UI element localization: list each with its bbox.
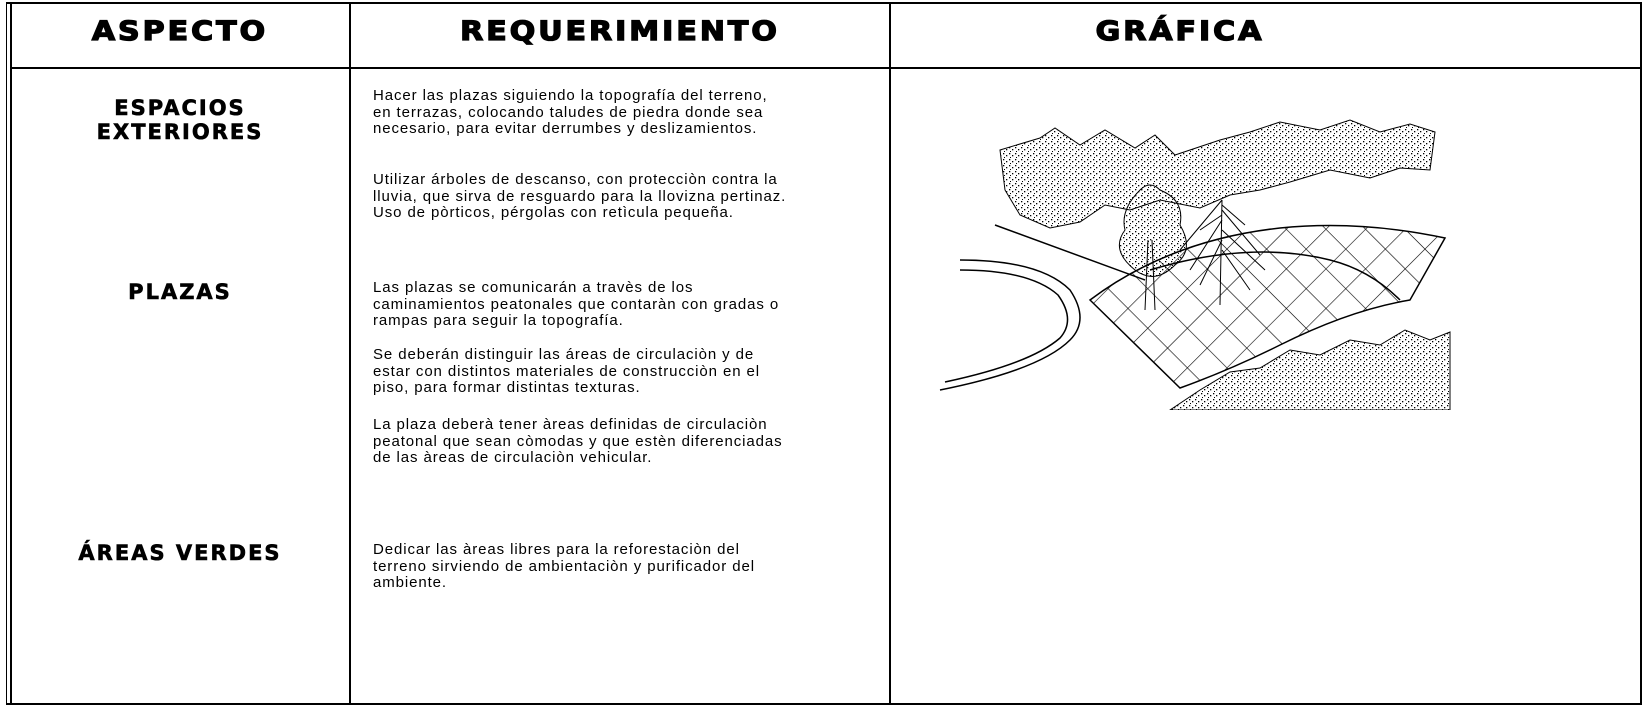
- header-divider: [10, 67, 1642, 69]
- text-line: estar con distintos materiales de constr…: [373, 362, 760, 380]
- text-line: en terrazas, colocando taludes de piedra…: [373, 103, 764, 121]
- text-line: de las àreas de circulaciòn vehicular.: [373, 449, 653, 466]
- border-left: [6, 2, 7, 705]
- requirement-paragraph: Se deberán distinguir las áreas de circu…: [373, 346, 760, 397]
- column-divider: [349, 2, 351, 705]
- text-line: PLAZAS: [128, 280, 232, 305]
- text-line: piso, para formar distintas texturas.: [373, 379, 641, 396]
- border-right: [1640, 2, 1642, 705]
- text-line: peatonal que sean còmodas y que estèn di…: [373, 432, 783, 450]
- text-line: caminamientos peatonales que contaràn co…: [373, 295, 780, 313]
- requirement-paragraph: Dedicar las àreas libres para la refores…: [373, 541, 755, 592]
- header-cell: ASPECTO: [91, 15, 269, 48]
- text-line: Las plazas se comunicarán a travès de lo…: [373, 279, 694, 296]
- aspect-cell: PLAZAS: [10, 280, 350, 305]
- text-line: necesario, para evitar derrumbes y desli…: [373, 120, 758, 137]
- text-line: ambiente.: [373, 574, 447, 591]
- text-line: Se deberán distinguir las áreas de circu…: [373, 346, 755, 363]
- border-top: [6, 2, 1642, 4]
- text-line: rampas para seguir la topografía.: [373, 312, 624, 329]
- text-line: EXTERIORES: [96, 120, 264, 145]
- requirement-paragraph: La plaza deberà tener àreas definidas de…: [373, 416, 783, 467]
- aspect-cell: ÁREAS VERDES: [10, 541, 350, 566]
- border-left: [10, 2, 12, 705]
- text-line: La plaza deberà tener àreas definidas de…: [373, 416, 768, 433]
- text-line: Dedicar las àreas libres para la refores…: [373, 541, 740, 558]
- column-divider: [889, 2, 891, 705]
- text-line: lluvia, que sirva de resguardo para la l…: [373, 187, 787, 205]
- header-cell: REQUERIMIENTO: [459, 15, 780, 48]
- text-line: Utilizar árboles de descanso, con protec…: [373, 171, 778, 188]
- text-line: ÁREAS VERDES: [78, 541, 282, 566]
- header-cell: GRÁFICA: [1095, 15, 1265, 48]
- text-line: terreno sirviendo de ambientaciòn y puri…: [373, 557, 755, 575]
- illustration: [939, 119, 1451, 410]
- requirement-paragraph: Utilizar árboles de descanso, con protec…: [373, 171, 787, 222]
- text-line: ESPACIOS: [114, 96, 246, 121]
- border-bottom: [6, 703, 1642, 705]
- aspect-cell: ESPACIOS EXTERIORES: [10, 96, 350, 145]
- requirement-paragraph: Hacer las plazas siguiendo la topografía…: [373, 87, 768, 138]
- requirement-paragraph: Las plazas se comunicarán a travès de lo…: [373, 279, 780, 330]
- text-line: Hacer las plazas siguiendo la topografía…: [373, 87, 768, 104]
- text-line: Uso de pòrticos, pérgolas con retìcula p…: [373, 204, 734, 221]
